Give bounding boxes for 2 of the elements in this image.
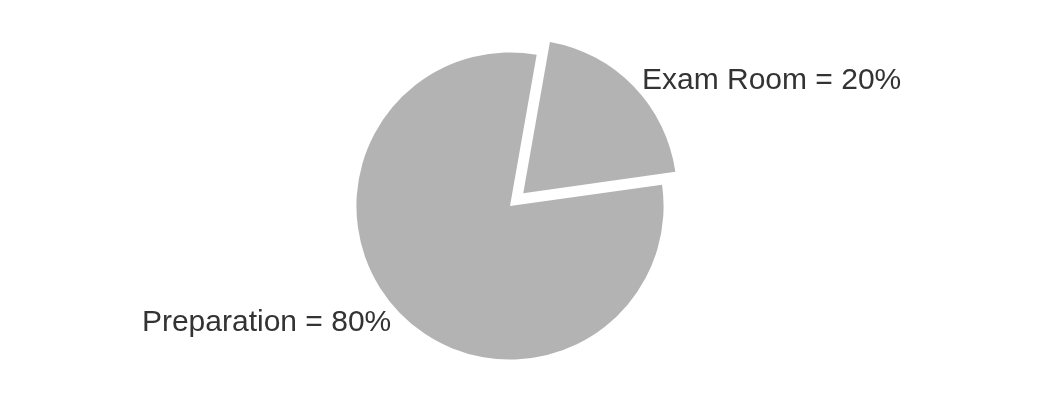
slice-label: Preparation = 80% bbox=[141, 304, 392, 338]
slice-label: Exam Room = 20% bbox=[641, 62, 902, 96]
